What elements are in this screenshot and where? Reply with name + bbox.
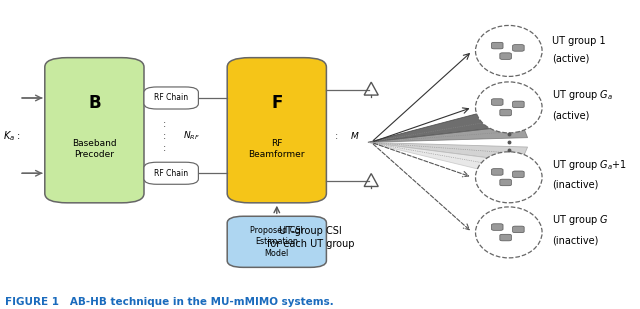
Text: $K_a$ :: $K_a$ :	[3, 129, 21, 142]
Text: (inactive): (inactive)	[552, 180, 598, 190]
Polygon shape	[368, 125, 527, 142]
Text: UT group $G$: UT group $G$	[552, 213, 609, 227]
Text: RF
Beamformer: RF Beamformer	[248, 139, 305, 159]
Text: $\mathbf{B}$: $\mathbf{B}$	[88, 94, 101, 112]
Text: RF Chain: RF Chain	[154, 94, 188, 103]
Ellipse shape	[476, 25, 542, 76]
Polygon shape	[368, 142, 521, 176]
FancyBboxPatch shape	[500, 109, 511, 116]
FancyBboxPatch shape	[513, 226, 524, 233]
FancyBboxPatch shape	[227, 58, 326, 203]
FancyBboxPatch shape	[513, 101, 524, 108]
Text: (inactive): (inactive)	[552, 235, 598, 245]
FancyBboxPatch shape	[45, 58, 144, 203]
FancyBboxPatch shape	[500, 53, 511, 59]
Text: $N_{RF}$: $N_{RF}$	[183, 129, 200, 142]
Text: $\mathbf{F}$: $\mathbf{F}$	[271, 94, 283, 112]
FancyBboxPatch shape	[500, 234, 511, 241]
Ellipse shape	[476, 82, 542, 133]
FancyBboxPatch shape	[492, 169, 503, 175]
Text: UT group $G_a$+1: UT group $G_a$+1	[552, 158, 627, 172]
Text: Baseband
Precoder: Baseband Precoder	[72, 139, 116, 159]
Polygon shape	[368, 142, 527, 162]
Text: UT-group CSI
for each UT group: UT-group CSI for each UT group	[267, 226, 354, 249]
Text: UT group 1: UT group 1	[552, 36, 605, 45]
Text: (active): (active)	[552, 54, 589, 64]
Text: Proposed CSI
Estimation
Model: Proposed CSI Estimation Model	[250, 226, 303, 258]
FancyBboxPatch shape	[492, 42, 503, 49]
FancyBboxPatch shape	[492, 224, 503, 230]
Text: :: :	[163, 131, 166, 141]
Text: UT group $G_a$: UT group $G_a$	[552, 88, 612, 102]
Text: RF Chain: RF Chain	[154, 169, 188, 178]
Text: :: :	[163, 143, 166, 153]
FancyBboxPatch shape	[144, 162, 198, 184]
Text: :: :	[334, 131, 338, 141]
Text: $M$: $M$	[350, 130, 360, 141]
FancyBboxPatch shape	[500, 179, 511, 186]
Text: (active): (active)	[552, 110, 589, 120]
FancyBboxPatch shape	[513, 171, 524, 178]
FancyBboxPatch shape	[227, 216, 326, 267]
Text: FIGURE 1   AB-HB technique in the MU-mMIMO systems.: FIGURE 1 AB-HB technique in the MU-mMIMO…	[5, 298, 334, 307]
Text: :: :	[163, 119, 166, 129]
Ellipse shape	[476, 207, 542, 258]
FancyBboxPatch shape	[144, 87, 198, 109]
FancyBboxPatch shape	[492, 99, 503, 105]
FancyBboxPatch shape	[513, 45, 524, 51]
Polygon shape	[368, 107, 522, 142]
Ellipse shape	[476, 152, 542, 203]
